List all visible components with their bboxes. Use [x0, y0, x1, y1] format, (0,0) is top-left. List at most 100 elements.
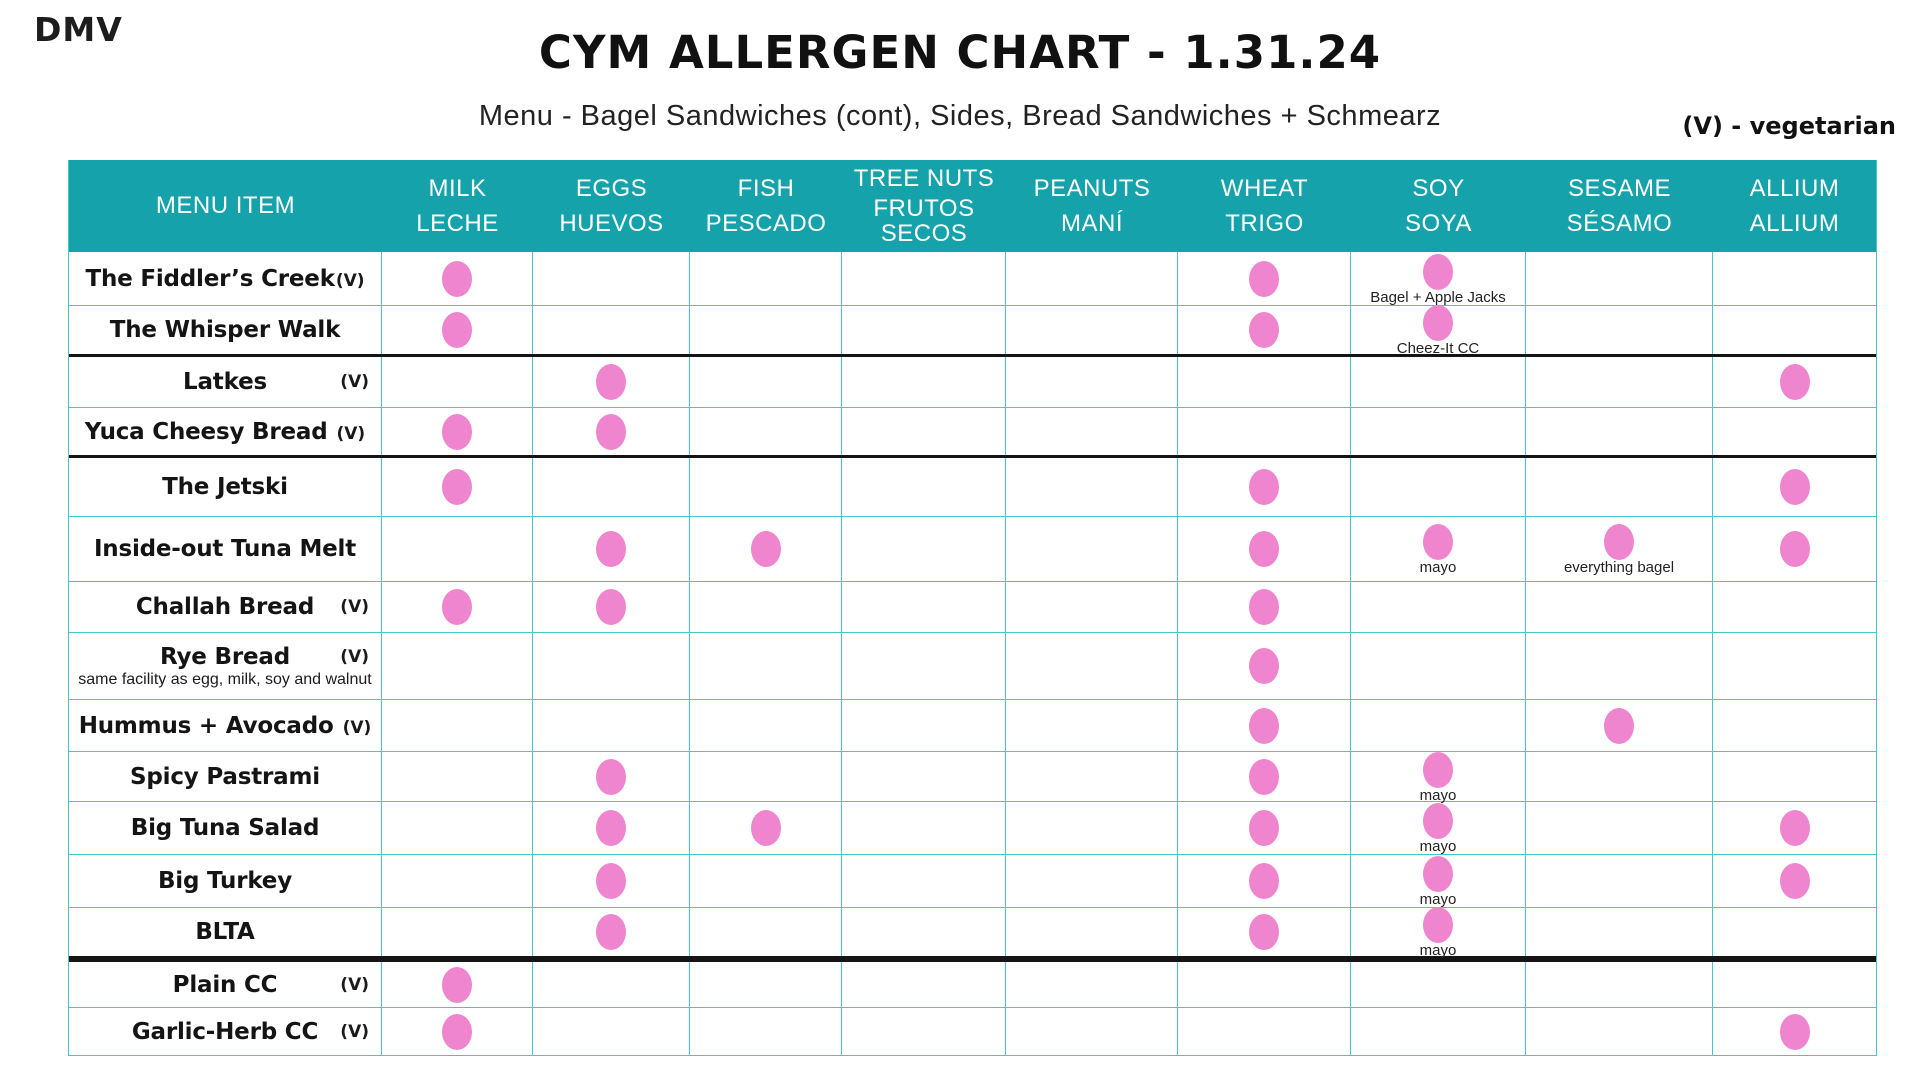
cell-wheat [1178, 408, 1351, 455]
cell-soy: mayo [1351, 855, 1526, 908]
cell-soy: mayo [1351, 802, 1526, 856]
menu-item-name: Yuca Cheesy Bread [84, 418, 328, 445]
menu-item-cell: (V) Challah Bread [69, 582, 382, 632]
cell-milk [382, 252, 533, 305]
column-header-menu-item: MENU ITEM [69, 160, 382, 252]
cell-fish [690, 357, 842, 407]
cell-sesame [1526, 582, 1713, 632]
allergen-dot-eggs [596, 589, 626, 625]
menu-item-name-line: Plain CC [173, 972, 278, 998]
allergen-note: mayo [1419, 838, 1457, 856]
allergen-name-es: ALLIUM [1749, 209, 1840, 237]
cell-soy: mayo [1351, 751, 1526, 803]
menu-row: (V) Plain CC [69, 962, 1876, 1008]
cell-soy [1351, 700, 1526, 751]
menu-row: BLTA mayo [69, 907, 1876, 962]
cell-peanuts [1006, 306, 1178, 354]
cell-wheat [1178, 752, 1351, 801]
allergen-dot-allium [1779, 531, 1810, 567]
column-header-tree_nuts: TREE NUTS FRUTOS SECOS [842, 160, 1006, 252]
menu-item-name: The Jetski [162, 474, 288, 500]
column-header-soy: SOY SOYA [1351, 160, 1526, 252]
allergen-note: mayo [1419, 942, 1457, 960]
cell-eggs [533, 306, 690, 354]
menu-row: (V) Rye Bread same facility as egg, milk, … [69, 633, 1876, 700]
cell-fish [690, 908, 842, 956]
allergen-dot-fish [750, 531, 781, 567]
allergen-table: MENU ITEM MILK LECHE EGGS HUEVOS FISH PESCADO T… [68, 160, 1877, 1056]
menu-item-name: The Whisper Walk [109, 317, 341, 343]
menu-item-name-line: Big Turkey [158, 868, 292, 894]
cell-wheat [1178, 582, 1351, 632]
allergen-dot-soy [1423, 524, 1453, 561]
allergen-dot-allium [1779, 863, 1810, 899]
vegetarian-marker: (V) [340, 1021, 369, 1042]
allergen-note: Bagel + Apple Jacks [1370, 288, 1506, 306]
allergen-dot-milk [442, 966, 472, 1003]
menu-row: Inside-out Tuna Melt mayo everything bagel [69, 517, 1876, 582]
cell-soy: Bagel + Apple Jacks [1351, 252, 1526, 305]
cell-tree_nuts [842, 582, 1006, 632]
cell-peanuts [1006, 517, 1178, 581]
cell-tree_nuts [842, 517, 1006, 581]
cell-wheat [1178, 306, 1351, 354]
cell-peanuts [1006, 357, 1178, 407]
allergen-dot-milk [442, 260, 472, 297]
cell-sesame: everything bagel [1526, 517, 1713, 581]
cell-peanuts [1006, 802, 1178, 854]
cell-eggs [533, 252, 690, 305]
cell-peanuts [1006, 252, 1178, 305]
column-header-allium: ALLIUM ALLIUM [1713, 160, 1876, 252]
menu-item-name-line: Rye Bread [160, 644, 290, 670]
menu-item-cell: The Whisper Walk [69, 306, 382, 354]
menu-item-cell: (V) Rye Bread same facility as egg, milk, … [69, 633, 382, 699]
cell-soy [1351, 582, 1526, 632]
allergen-dot-wheat [1249, 707, 1279, 744]
menu-item-name-line: The Jetski [162, 474, 288, 500]
menu-item-subnote: same facility as egg, milk, soy and waln… [78, 670, 372, 688]
allergen-dot-eggs [596, 364, 626, 400]
page-title: CYM ALLERGEN CHART - 1.31.24 [538, 26, 1382, 79]
cell-wheat [1178, 962, 1351, 1007]
cell-tree_nuts [842, 252, 1006, 305]
allergen-dot-eggs [596, 531, 626, 567]
cell-wheat [1178, 517, 1351, 581]
cell-peanuts [1006, 908, 1178, 956]
cell-eggs [533, 517, 690, 581]
menu-item-name-line: Latkes [183, 369, 267, 395]
allergen-dot-wheat [1249, 312, 1279, 348]
allergen-dot-wheat [1249, 260, 1279, 297]
menu-item-cell: BLTA [69, 908, 382, 956]
menu-row: (V) Challah Bread [69, 582, 1876, 633]
menu-row: The Jetski [69, 458, 1876, 517]
cell-eggs [533, 962, 690, 1007]
cell-soy [1351, 1008, 1526, 1055]
menu-row: The Whisper Walk Cheez-It CC [69, 305, 1876, 357]
cell-eggs [533, 855, 690, 907]
cell-allium [1713, 582, 1876, 632]
cell-milk [382, 962, 533, 1007]
cell-eggs [533, 752, 690, 801]
cell-wheat [1178, 357, 1351, 407]
cell-fish [690, 252, 842, 305]
cell-eggs [533, 802, 690, 854]
allergen-dot-soy [1423, 803, 1453, 840]
cell-sesame [1526, 306, 1713, 354]
cell-allium [1713, 458, 1876, 516]
menu-item-name: Hummus + Avocado [78, 712, 334, 739]
allergen-dot-wheat [1249, 531, 1279, 567]
menu-row: Spicy Pastrami mayo [69, 751, 1876, 803]
cell-soy [1351, 408, 1526, 455]
cell-fish [690, 517, 842, 581]
allergen-dot-milk [442, 312, 472, 348]
cell-milk [382, 1008, 533, 1055]
allergen-dot-eggs [596, 413, 626, 450]
cell-peanuts [1006, 962, 1178, 1007]
allergen-dot-wheat [1249, 810, 1279, 846]
allergen-dot-wheat [1249, 589, 1279, 625]
menu-row: (V) Latkes [69, 357, 1876, 408]
cell-tree_nuts [842, 752, 1006, 801]
menu-item-cell: Big Tuna Salad [69, 802, 382, 854]
allergen-dot-eggs [596, 914, 626, 950]
allergen-dot-fish [750, 810, 781, 846]
